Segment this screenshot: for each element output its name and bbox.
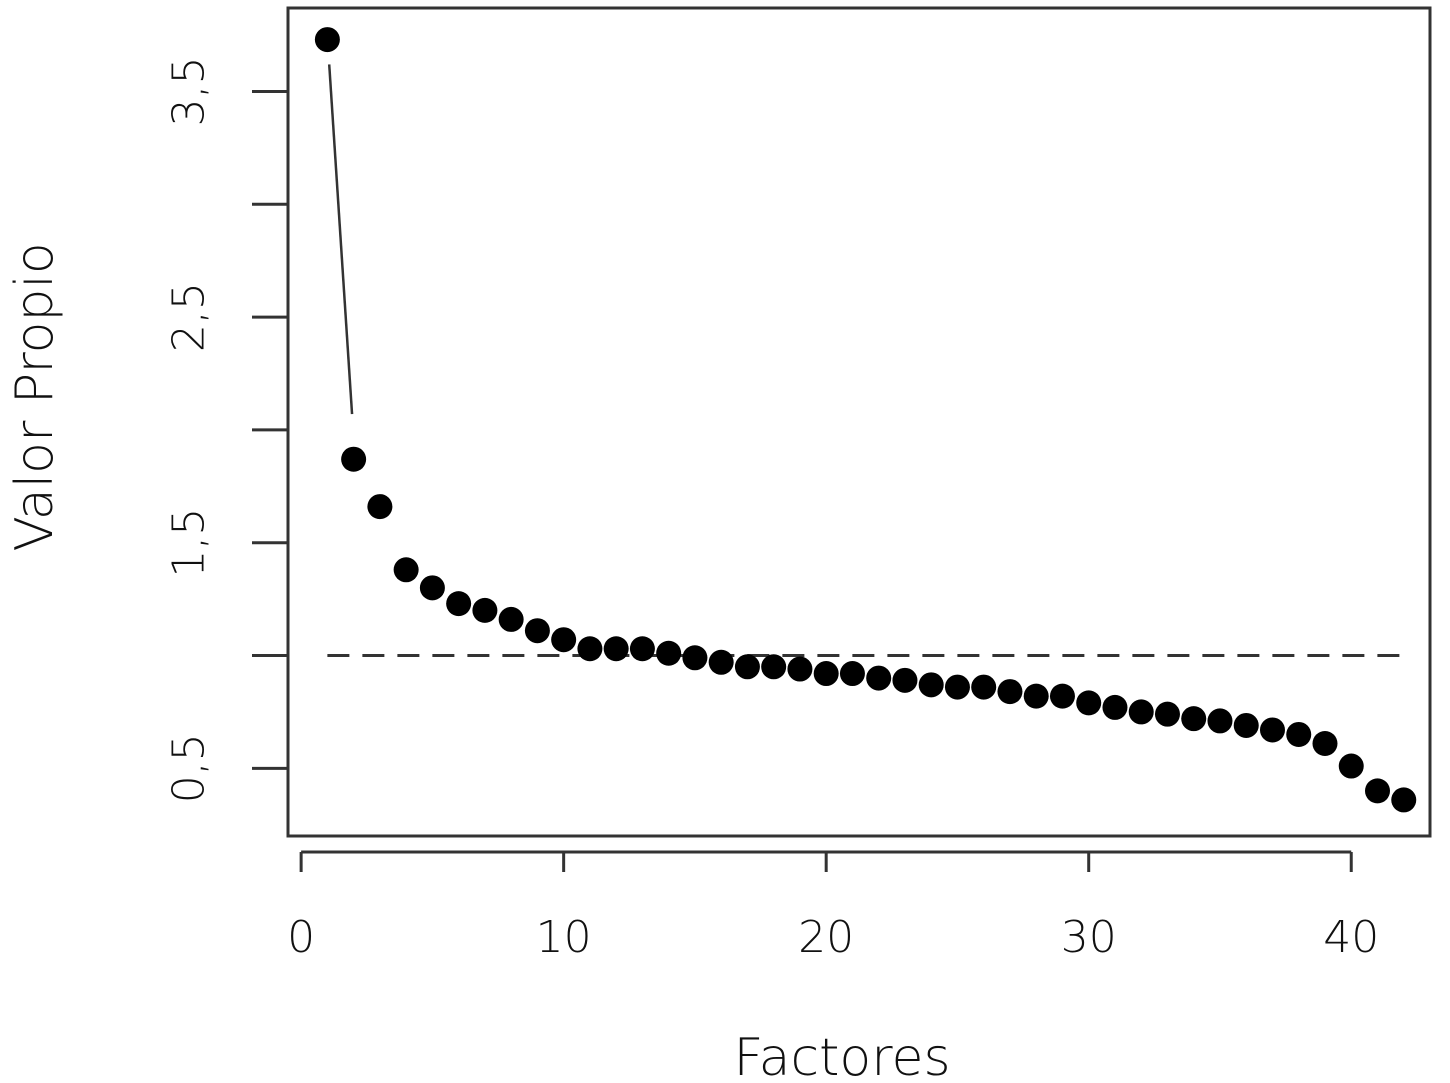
data-point bbox=[524, 618, 550, 644]
y-tick-label: 2,5 bbox=[163, 282, 214, 352]
data-point bbox=[341, 446, 367, 472]
data-point bbox=[1391, 787, 1417, 813]
data-point bbox=[997, 679, 1023, 705]
y-axis-title: Valor Propio bbox=[5, 242, 65, 551]
data-point bbox=[944, 674, 970, 700]
plot-frame bbox=[286, 6, 1432, 838]
y-tick-label: 0,5 bbox=[163, 733, 214, 803]
x-tick-label: 20 bbox=[798, 912, 854, 963]
y-axis: 0,5 1,5 2,5 3,5 bbox=[163, 56, 288, 803]
data-point bbox=[1364, 778, 1390, 804]
data-point bbox=[682, 645, 708, 671]
data-point bbox=[367, 494, 393, 520]
data-point bbox=[918, 672, 944, 698]
data-point bbox=[1181, 706, 1207, 732]
connector-segment bbox=[327, 64, 354, 415]
x-axis: 0 10 20 30 40 bbox=[287, 850, 1379, 963]
data-point bbox=[419, 575, 445, 601]
x-axis-title: Factores bbox=[733, 1028, 950, 1083]
data-point bbox=[1312, 730, 1338, 756]
data-point bbox=[866, 665, 892, 691]
y-tick-label: 1,5 bbox=[163, 508, 214, 578]
data-point bbox=[629, 636, 655, 662]
data-point bbox=[551, 627, 577, 653]
data-point bbox=[498, 606, 524, 632]
data-point bbox=[1049, 683, 1075, 709]
data-point bbox=[603, 636, 629, 662]
x-tick-label: 10 bbox=[536, 912, 592, 963]
data-point bbox=[839, 661, 865, 687]
y-tick-label: 3,5 bbox=[163, 56, 214, 126]
x-tick-label: 30 bbox=[1061, 912, 1117, 963]
data-point bbox=[446, 591, 472, 617]
data-point bbox=[1207, 708, 1233, 734]
data-point bbox=[577, 636, 603, 662]
data-point bbox=[813, 661, 839, 687]
data-points bbox=[314, 27, 1417, 813]
data-point bbox=[1076, 690, 1102, 716]
data-point bbox=[1259, 717, 1285, 743]
data-point bbox=[393, 557, 419, 583]
data-point bbox=[1102, 694, 1128, 720]
data-point bbox=[1023, 683, 1049, 709]
data-point bbox=[1154, 701, 1180, 727]
data-point bbox=[1233, 712, 1259, 738]
data-point bbox=[1128, 699, 1154, 725]
x-tick-label: 40 bbox=[1323, 912, 1379, 963]
data-point bbox=[787, 656, 813, 682]
data-point bbox=[1286, 721, 1312, 747]
data-point bbox=[734, 654, 760, 680]
data-point bbox=[314, 27, 340, 53]
data-point bbox=[1338, 753, 1364, 779]
x-tick-label: 0 bbox=[287, 912, 315, 963]
data-point bbox=[892, 667, 918, 693]
data-point bbox=[761, 654, 787, 680]
data-point bbox=[708, 649, 734, 675]
data-point bbox=[656, 640, 682, 666]
data-point bbox=[472, 597, 498, 623]
data-point bbox=[971, 674, 997, 700]
